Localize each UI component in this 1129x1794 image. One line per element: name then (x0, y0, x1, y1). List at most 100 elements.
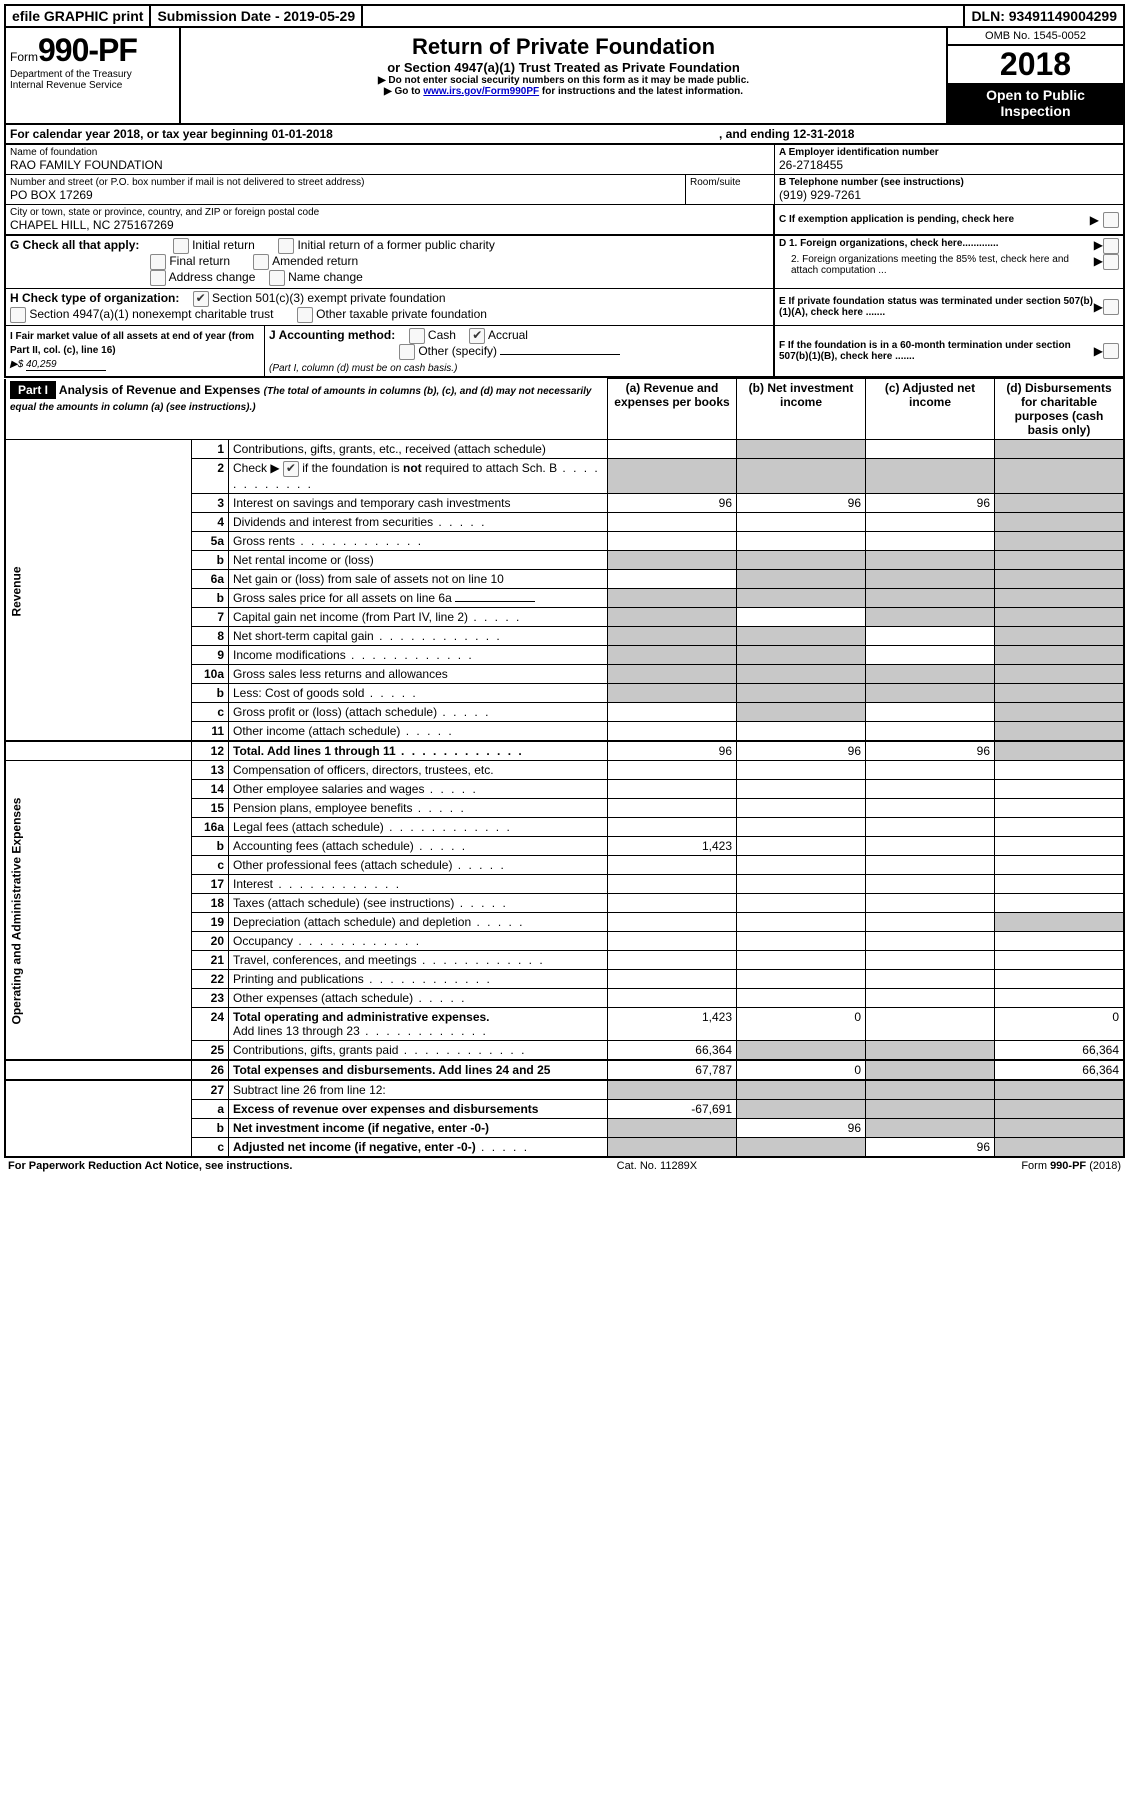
footer-left: For Paperwork Reduction Act Notice, see … (8, 1160, 292, 1172)
g-opt-5: Name change (288, 270, 363, 284)
c-checkbox[interactable] (1103, 212, 1119, 228)
col-b: (b) Net investment income (737, 379, 866, 440)
addr-label: Number and street (or P.O. box number if… (10, 177, 681, 188)
h-4947-checkbox[interactable] (10, 307, 26, 323)
j-label: J Accounting method: (269, 328, 395, 342)
header-center: Return of Private Foundation or Section … (181, 28, 946, 123)
g-opt-1: Initial return of a former public charit… (297, 238, 494, 252)
spacer (363, 6, 965, 26)
g-amended-checkbox[interactable] (253, 254, 269, 270)
revenue-label: Revenue (5, 440, 192, 742)
g-opt-0: Initial return (192, 238, 255, 252)
f-60month: F If the foundation is in a 60-month ter… (779, 340, 1094, 362)
footer-center: Cat. No. 11289X (617, 1160, 698, 1172)
g-initial-return-checkbox[interactable] (173, 238, 189, 254)
phone-label: B Telephone number (see instructions) (779, 177, 1119, 188)
e-checkbox[interactable] (1103, 299, 1119, 315)
l2-text: if the foundation is not required to att… (302, 461, 557, 475)
col-c: (c) Adjusted net income (866, 379, 995, 440)
g-initial-public-checkbox[interactable] (278, 238, 294, 254)
title: Return of Private Foundation (187, 34, 940, 60)
col-a: (a) Revenue and expenses per books (608, 379, 737, 440)
table-row: Operating and Administrative Expenses 13… (5, 761, 1124, 780)
j-cash-checkbox[interactable] (409, 328, 425, 344)
phone-value: (919) 929-7261 (779, 188, 1119, 202)
g-opt-2: Final return (169, 254, 230, 268)
h-opt2: Section 4947(a)(1) nonexempt charitable … (29, 307, 273, 321)
open-public: Open to Public Inspection (948, 83, 1123, 123)
i-label: I Fair market value of all assets at end… (10, 331, 254, 356)
footer-right: Form 990-PF (2018) (1021, 1160, 1121, 1172)
d2: 2. Foreign organizations meeting the 85%… (779, 254, 1094, 276)
j-accrual-checkbox[interactable] (469, 328, 485, 344)
g-opt-3: Amended return (272, 254, 358, 268)
note1: Do not enter social security numbers on … (187, 75, 940, 86)
ein-value: 26-2718455 (779, 158, 1119, 172)
j-other-checkbox[interactable] (399, 344, 415, 360)
part1-label: Part I (10, 381, 56, 399)
g-final-return-checkbox[interactable] (150, 254, 166, 270)
g-address-change-checkbox[interactable] (150, 270, 166, 286)
city-row: City or town, state or province, country… (4, 205, 1125, 236)
ein-label: A Employer identification number (779, 147, 1119, 158)
table-row: 12Total. Add lines 1 through 11 969696 (5, 741, 1124, 761)
submission-date: Submission Date - 2019-05-29 (151, 6, 363, 26)
g-d-row: G Check all that apply: Initial return I… (4, 236, 1125, 289)
cal-begin: For calendar year 2018, or tax year begi… (6, 125, 715, 143)
part1-table: Part I Analysis of Revenue and Expenses … (4, 378, 1125, 1158)
h-other-checkbox[interactable] (297, 307, 313, 323)
foundation-name: RAO FAMILY FOUNDATION (10, 158, 770, 172)
calendar-year-row: For calendar year 2018, or tax year begi… (4, 125, 1125, 145)
g-name-change-checkbox[interactable] (269, 270, 285, 286)
note2-prefix: Go to (384, 86, 423, 97)
city-value: CHAPEL HILL, NC 275167269 (10, 218, 769, 232)
l2-checkbox[interactable] (283, 461, 299, 477)
cal-end: , and ending 12-31-2018 (715, 125, 1123, 143)
table-row: 27Subtract line 26 from line 12: (5, 1080, 1124, 1100)
j-other-input[interactable] (500, 354, 620, 355)
f-checkbox[interactable] (1103, 343, 1119, 359)
top-bar: efile GRAPHIC print Submission Date - 20… (4, 4, 1125, 28)
j-cash: Cash (428, 328, 456, 342)
d1: D 1. Foreign organizations, check here..… (779, 238, 1094, 254)
c-exempt: C If exemption application is pending, c… (779, 214, 1086, 225)
arrow-icon: ▶ (1090, 213, 1099, 227)
name-label: Name of foundation (10, 147, 770, 158)
h-501c3-checkbox[interactable] (193, 291, 209, 307)
omb: OMB No. 1545-0052 (948, 28, 1123, 46)
l6b-input[interactable] (455, 601, 535, 602)
d2-checkbox[interactable] (1103, 254, 1119, 270)
tax-year: 2018 (948, 46, 1123, 83)
form-prefix: Form (10, 50, 38, 64)
note2-suffix: for instructions and the latest informat… (539, 86, 743, 97)
form-number: 990-PF (38, 32, 137, 68)
table-row: 26Total expenses and disbursements. Add … (5, 1060, 1124, 1080)
expense-label: Operating and Administrative Expenses (5, 761, 192, 1061)
dln: DLN: 93491149004299 (965, 6, 1123, 26)
j-note: (Part I, column (d) must be on cash basi… (269, 363, 457, 374)
efile-label: efile GRAPHIC print (6, 6, 151, 26)
addr-value: PO BOX 17269 (10, 188, 681, 202)
j-other: Other (specify) (418, 344, 497, 358)
h-opt3: Other taxable private foundation (316, 307, 487, 321)
g-opt-4: Address change (169, 270, 256, 284)
h-label: H Check type of organization: (10, 291, 179, 305)
i-j-f-row: I Fair market value of all assets at end… (4, 326, 1125, 378)
irs-link[interactable]: www.irs.gov/Form990PF (423, 86, 539, 97)
footer: For Paperwork Reduction Act Notice, see … (4, 1158, 1125, 1174)
d1-checkbox[interactable] (1103, 238, 1119, 254)
j-accrual: Accrual (488, 328, 528, 342)
city-label: City or town, state or province, country… (10, 207, 769, 218)
header-right: OMB No. 1545-0052 2018 Open to Public In… (946, 28, 1123, 123)
dept: Department of the Treasury (10, 69, 175, 80)
form-header: Form990-PF Department of the Treasury In… (4, 28, 1125, 125)
subtitle: or Section 4947(a)(1) Trust Treated as P… (187, 60, 940, 75)
table-row: Revenue 1Contributions, gifts, grants, e… (5, 440, 1124, 459)
h-e-row: H Check type of organization: Section 50… (4, 289, 1125, 326)
h-opt1: Section 501(c)(3) exempt private foundat… (212, 291, 445, 305)
address-phone-row: Number and street (or P.O. box number if… (4, 175, 1125, 205)
i-value: ▶$ 40,259 (10, 359, 106, 370)
e-status: E If private foundation status was termi… (779, 296, 1094, 318)
header-left: Form990-PF Department of the Treasury In… (6, 28, 181, 123)
col-d: (d) Disbursements for charitable purpose… (995, 379, 1125, 440)
